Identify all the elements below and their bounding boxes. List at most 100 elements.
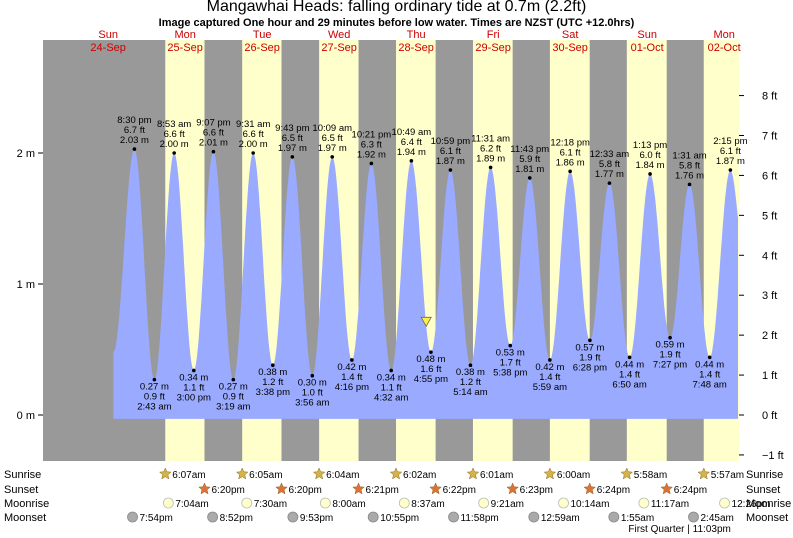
- sunrise-icon: [389, 467, 403, 480]
- right-tick-label: 4 ft: [762, 250, 777, 262]
- day-label-date: 30-Sep: [552, 42, 587, 54]
- tide-label-m: 0.44 m: [695, 359, 724, 370]
- tide-label-time: 4:32 am: [374, 392, 408, 403]
- high-tide-point: [369, 161, 374, 166]
- sunset-icon: [660, 482, 674, 495]
- low-tide-point: [508, 343, 513, 348]
- moonset-icon: [127, 511, 138, 523]
- moonset-icon: [448, 511, 459, 523]
- high-tide-point: [290, 155, 295, 159]
- tide-label-time: 3:19 am: [216, 402, 250, 413]
- tide-label-ft: 5.9 ft: [519, 154, 540, 165]
- sunset-icon: [506, 482, 520, 495]
- tide-label-time: 3:00 pm: [177, 392, 211, 403]
- tide-label-ft: 6.1 ft: [560, 147, 581, 158]
- tide-label-time: 5:14 am: [453, 387, 487, 398]
- sunrise-time: 6:02am: [403, 470, 436, 481]
- tide-label-ft: 6.6 ft: [203, 128, 224, 139]
- chart-title: Mangawhai Heads: falling ordinary tide a…: [206, 0, 587, 15]
- high-tide-point: [488, 165, 493, 170]
- sunset-time: 6:20pm: [288, 485, 321, 496]
- tide-label-m: 0.59 m: [656, 340, 685, 351]
- right-tick-label: 2 ft: [762, 330, 777, 342]
- sunrise-time: 6:04am: [326, 470, 359, 481]
- tide-label-ft: 1.4 ft: [539, 372, 560, 383]
- sunrise-icon: [543, 467, 557, 480]
- moonrise-time: 8:37am: [411, 499, 444, 510]
- tide-label-time: 2:43 am: [137, 402, 171, 413]
- tide-label-time: 2:15 pm: [713, 136, 747, 147]
- day-label-dow: Wed: [328, 29, 350, 41]
- high-tide-point: [251, 151, 255, 155]
- tide-label-m: 1.86 m: [556, 157, 585, 168]
- high-tide-point: [568, 169, 572, 174]
- tide-label-m: 0.34 m: [377, 372, 406, 383]
- tide-area: [113, 149, 738, 419]
- tide-label-ft: 0.9 ft: [223, 392, 244, 403]
- tide-label-m: 0.53 m: [496, 348, 525, 359]
- sunrise-time: 6:01am: [480, 470, 513, 481]
- moonrise-icon: [558, 497, 569, 509]
- tide-label-ft: 6.2 ft: [480, 143, 501, 154]
- chart-subtitle: Image captured One hour and 29 minutes b…: [158, 17, 635, 29]
- moonrise-icon: [719, 497, 730, 509]
- tide-label-time: 3:38 pm: [256, 387, 290, 398]
- sunrise-icon: [697, 467, 711, 480]
- tide-label-m: 0.34 m: [179, 372, 208, 383]
- right-tick-label: 1 ft: [762, 370, 777, 382]
- day-label-dow: Mon: [174, 29, 195, 41]
- tide-label-ft: 1.9 ft: [579, 352, 600, 363]
- tide-label-ft: 6.1 ft: [440, 146, 461, 157]
- high-tide-point: [448, 168, 453, 172]
- tide-label-time: 10:21 pm: [352, 129, 392, 140]
- tide-label-m: 1.81 m: [515, 164, 544, 175]
- moonset-time: 2:45am: [700, 513, 733, 524]
- day-label-dow: Thu: [407, 29, 426, 41]
- tide-label-ft: 6.5 ft: [282, 133, 303, 144]
- low-tide-point: [429, 350, 433, 354]
- tide-label-m: 0.27 m: [219, 382, 248, 393]
- tide-label-time: 1:31 am: [672, 150, 706, 161]
- tide-label-time: 5:59 am: [533, 382, 567, 393]
- tide-label-m: 1.87 m: [436, 156, 465, 167]
- tide-curve: [113, 149, 738, 419]
- moonrise-icon: [162, 497, 174, 509]
- moonrise-row-label-left: Moonrise: [4, 498, 49, 510]
- tide-label-ft: 6.6 ft: [164, 129, 185, 140]
- day-label-dow: Sun: [98, 29, 118, 41]
- tide-label-time: 10:49 am: [392, 127, 432, 138]
- tide-label-ft: 5.8 ft: [599, 159, 620, 170]
- moonrise-icon: [241, 497, 253, 509]
- tide-label-m: 1.94 m: [397, 147, 426, 158]
- tide-label-time: 5:38 pm: [493, 368, 527, 379]
- tide-label-time: 8:53 am: [157, 119, 191, 130]
- tide-label-m: 0.38 m: [258, 367, 287, 378]
- tide-label-time: 4:55 pm: [414, 374, 448, 385]
- tide-label-time: 8:30 pm: [117, 115, 151, 126]
- sunrise-time: 6:05am: [249, 470, 282, 481]
- moonrise-row-label-right: Moonrise: [746, 498, 791, 510]
- moonset-time: 12:59am: [541, 513, 580, 524]
- tide-label-time: 4:16 pm: [335, 382, 369, 393]
- right-tick-label: 0 ft: [762, 410, 777, 422]
- sunset-time: 6:21pm: [366, 485, 399, 496]
- moonrise-icon: [319, 497, 331, 509]
- tide-label-time: 9:07 pm: [196, 118, 230, 129]
- current-level-triangle: [420, 316, 432, 328]
- sunrise-time: 6:07am: [172, 470, 205, 481]
- right-tick-label: 8 ft: [762, 91, 777, 103]
- tide-label-ft: 0.9 ft: [144, 392, 165, 403]
- moonset-row-label-right: Moonset: [746, 512, 788, 524]
- day-label-date: 27-Sep: [321, 42, 356, 54]
- low-tide-point: [191, 368, 196, 373]
- sunset-icon: [429, 482, 442, 495]
- tide-label-ft: 1.4 ft: [619, 369, 640, 380]
- sunset-icon: [198, 482, 211, 495]
- tide-label-ft: 6.7 ft: [124, 125, 145, 136]
- moonrise-time: 9:21am: [491, 499, 524, 510]
- low-tide-point: [231, 377, 236, 382]
- low-tide-point: [668, 335, 672, 340]
- tide-label-time: 6:50 am: [612, 379, 646, 390]
- moonset-time: 10:55pm: [380, 513, 419, 524]
